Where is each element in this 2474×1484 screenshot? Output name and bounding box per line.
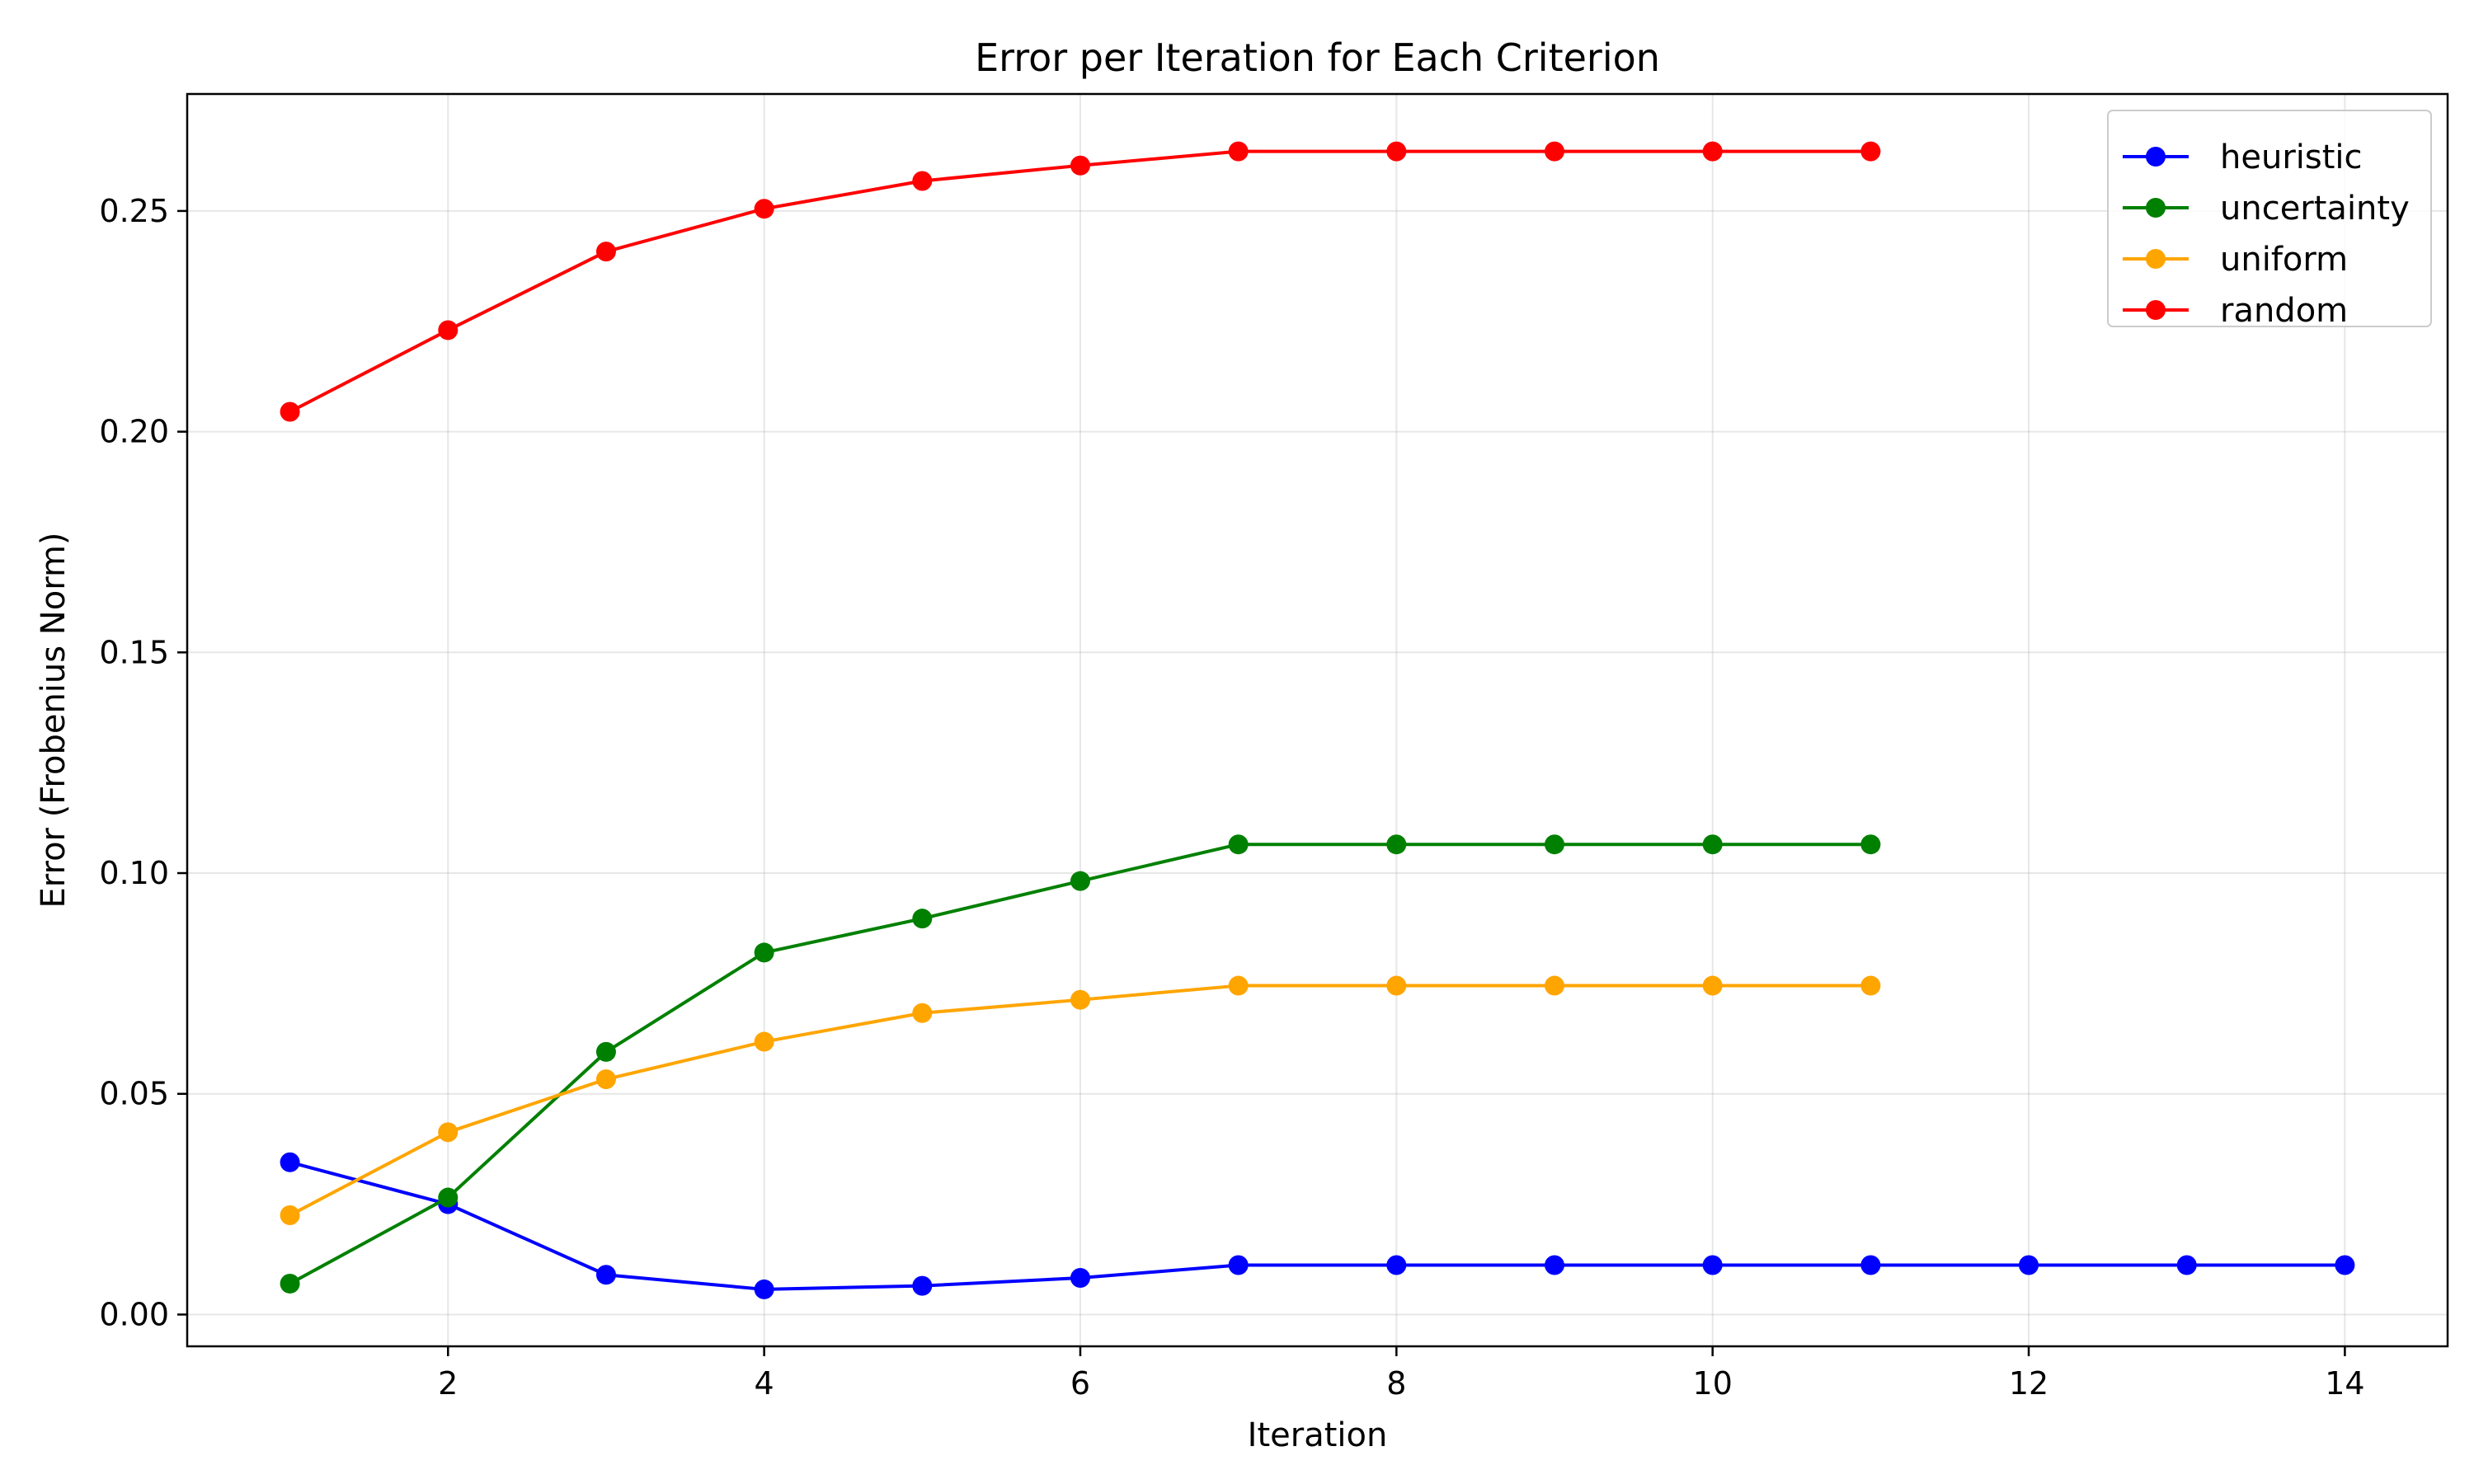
legend: heuristic uncertainty uniform random: [2107, 110, 2432, 330]
data-point-heuristic: [1860, 1255, 1881, 1275]
x-axis-title: Iteration: [1248, 1416, 1388, 1454]
data-point-uniform: [1860, 975, 1881, 996]
x-tick-label: 4: [755, 1365, 774, 1402]
data-point-uncertainty: [1228, 834, 1249, 855]
legend-swatch-marker: [2146, 300, 2166, 320]
legend-entry-random: random: [2123, 292, 2348, 330]
data-point-heuristic: [1702, 1255, 1723, 1275]
legend-swatch-marker: [2146, 249, 2166, 269]
data-point-uncertainty: [1545, 834, 1565, 855]
data-point-heuristic: [754, 1279, 774, 1299]
data-point-random: [754, 199, 774, 219]
y-tick-label: 0.00: [99, 1296, 169, 1332]
legend-entry-heuristic: heuristic: [2123, 139, 2363, 176]
data-point-heuristic: [280, 1152, 300, 1172]
y-axis-title: Error (Frobenius Norm): [35, 532, 73, 908]
series-uncertainty: [280, 834, 1881, 1294]
x-tick-label: 10: [1693, 1365, 1733, 1402]
y-tick-label: 0.05: [99, 1076, 169, 1112]
series-layer: [280, 141, 2355, 1299]
data-point-uncertainty: [754, 942, 774, 963]
data-point-uncertainty: [1386, 834, 1407, 855]
data-point-uncertainty: [438, 1187, 459, 1208]
data-point-uniform: [1386, 975, 1407, 996]
series-random: [280, 141, 1881, 422]
data-point-random: [912, 171, 933, 191]
data-point-uniform: [438, 1122, 459, 1143]
legend-box: [2107, 110, 2432, 327]
data-point-heuristic: [2019, 1255, 2039, 1275]
y-tick-label: 0.20: [99, 414, 169, 450]
legend-label: random: [2220, 292, 2348, 330]
legend-label: heuristic: [2220, 139, 2363, 176]
data-point-uniform: [595, 1069, 616, 1090]
data-point-uncertainty: [1070, 871, 1090, 891]
y-tick-label: 0.25: [99, 193, 169, 229]
data-point-uniform: [1545, 975, 1565, 996]
data-point-heuristic: [1545, 1255, 1565, 1275]
data-point-heuristic: [1228, 1255, 1249, 1275]
data-point-random: [1386, 141, 1407, 162]
data-point-random: [1860, 141, 1881, 162]
data-point-uncertainty: [595, 1041, 616, 1062]
data-point-uncertainty: [280, 1273, 300, 1294]
data-point-random: [1545, 141, 1565, 162]
data-point-heuristic: [1070, 1268, 1090, 1289]
data-point-uniform: [1702, 975, 1723, 996]
data-point-random: [1070, 155, 1090, 176]
y-tick-label: 0.15: [99, 634, 169, 670]
data-point-uncertainty: [912, 909, 933, 929]
data-point-uncertainty: [1702, 834, 1723, 855]
legend-entry-uncertainty: uncertainty: [2123, 190, 2410, 228]
legend-swatch-marker: [2146, 147, 2166, 167]
x-tick-label: 6: [1070, 1365, 1090, 1402]
data-point-uniform: [912, 1003, 933, 1023]
data-point-random: [438, 320, 459, 340]
data-point-uniform: [1070, 989, 1090, 1010]
plot-area-frame: [186, 92, 2449, 1348]
data-point-uniform: [754, 1031, 774, 1052]
data-point-random: [1702, 141, 1723, 162]
data-point-uniform: [1228, 975, 1249, 996]
legend-label: uncertainty: [2220, 190, 2410, 228]
data-point-uncertainty: [1860, 834, 1881, 855]
y-tick-label: 0.10: [99, 855, 169, 891]
x-tick-label: 14: [2325, 1365, 2364, 1402]
x-tick-label: 12: [2009, 1365, 2048, 1402]
data-point-random: [280, 402, 300, 422]
data-point-heuristic: [2176, 1255, 2197, 1275]
x-tick-label: 8: [1386, 1365, 1406, 1402]
data-point-heuristic: [912, 1275, 933, 1296]
legend-entry-uniform: uniform: [2123, 241, 2348, 279]
legend-label: uniform: [2220, 241, 2348, 279]
legend-swatch-marker: [2146, 198, 2166, 218]
data-point-heuristic: [2335, 1255, 2355, 1275]
chart-title: Error per Iteration for Each Criterion: [975, 35, 1660, 80]
data-point-random: [1228, 141, 1249, 162]
data-point-heuristic: [595, 1265, 616, 1285]
series-heuristic: [280, 1152, 2355, 1299]
series-uniform: [280, 975, 1881, 1225]
series-line-heuristic: [289, 1160, 2345, 1291]
data-point-heuristic: [1386, 1255, 1407, 1275]
x-tick-label: 2: [438, 1365, 458, 1402]
axis-ticks: 2 4 6 8 10 12 14 0.00 0.05 0.10 0.15 0.20 0.25: [99, 193, 2364, 1402]
data-point-uniform: [280, 1205, 300, 1225]
data-point-random: [595, 242, 616, 262]
